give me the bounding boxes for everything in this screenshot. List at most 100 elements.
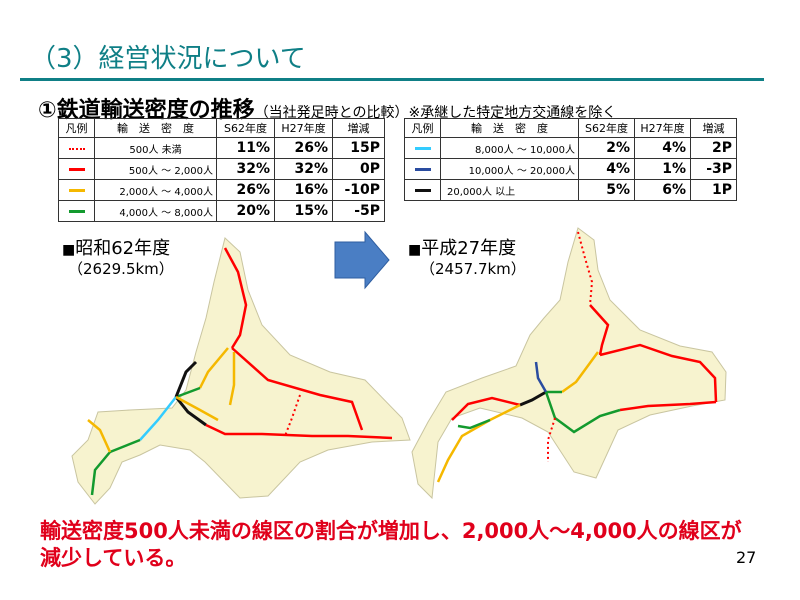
- rail-line-red: [231, 347, 364, 431]
- density-range: 10,000人 ～ 20,000人: [440, 158, 579, 180]
- legend-swatch-cell: [58, 179, 95, 201]
- table-row: 500人 ～ 2,000人 32% 32% 0P: [58, 158, 385, 180]
- change-value: 2P: [690, 137, 737, 159]
- change-value: 15P: [332, 137, 385, 159]
- col-change: 増減: [332, 118, 385, 138]
- map-label-s62: ■昭和62年度: [62, 234, 170, 260]
- land-shape: [411, 227, 727, 500]
- density-table-left: 凡例 輸 送 密 度 S62年度 H27年度 増減 500人 未満 11% 26…: [58, 118, 385, 222]
- change-value: -3P: [690, 158, 737, 180]
- h27-value: 16%: [274, 179, 333, 201]
- legend-line-black: [414, 189, 431, 192]
- legend-line-red: [68, 168, 85, 171]
- rail-line-red: [599, 343, 718, 403]
- page-title: （3）経営状況について: [30, 44, 306, 74]
- map-label-h27: ■平成27年度: [408, 234, 516, 260]
- rail-line-red: [223, 247, 248, 349]
- h27-value: 15%: [274, 200, 333, 222]
- page-number: 27: [736, 548, 757, 567]
- table-header-row: 凡例 輸 送 密 度 S62年度 H27年度 増減: [404, 118, 737, 138]
- legend-line-dotted-red: [68, 147, 85, 150]
- table-row: 10,000人 ～ 20,000人 4% 1% -3P: [404, 158, 737, 180]
- rail-line-green: [457, 418, 491, 430]
- legend-swatch-cell: [404, 137, 441, 159]
- density-range: 20,000人 以上: [440, 179, 579, 201]
- change-value: -5P: [332, 200, 385, 222]
- rail-line-yellow: [87, 419, 112, 453]
- rail-line-black: [174, 396, 207, 427]
- legend-line-yellow: [68, 189, 85, 192]
- rail-line-yellow: [561, 351, 600, 394]
- change-value: 0P: [332, 158, 385, 180]
- density-range: 8,000人 ～ 10,000人: [440, 137, 579, 159]
- legend-swatch-cell: [404, 158, 441, 180]
- map-length-h27: （2457.7km）: [420, 260, 526, 278]
- change-value: 1P: [690, 179, 737, 201]
- s62-value: 4%: [578, 158, 635, 180]
- col-h27: H27年度: [634, 118, 691, 138]
- col-s62: S62年度: [216, 118, 275, 138]
- legend-line-cyan: [414, 147, 431, 150]
- rail-line-yellow: [436, 403, 521, 483]
- col-legend: 凡例: [404, 118, 441, 138]
- s62-value: 32%: [216, 158, 275, 180]
- density-table-right: 凡例 輸 送 密 度 S62年度 H27年度 増減 8,000人 ～ 10,00…: [404, 118, 737, 201]
- s62-value: 26%: [216, 179, 275, 201]
- rail-line-red: [589, 304, 610, 356]
- col-s62: S62年度: [578, 118, 635, 138]
- rail-line-yellow: [175, 395, 219, 422]
- legend-line-green: [68, 210, 85, 213]
- table-header-row: 凡例 輸 送 密 度 S62年度 H27年度 増減: [58, 118, 385, 138]
- s62-value: 5%: [578, 179, 635, 201]
- hokkaido-map-s62: [71, 237, 411, 505]
- density-range: 4,000人 ～ 8,000人: [94, 200, 217, 222]
- rail-line-black: [519, 390, 547, 407]
- rail-line-black: [174, 360, 198, 398]
- legend-swatch-cell: [58, 200, 95, 222]
- table-row: 500人 未満 11% 26% 15P: [58, 137, 385, 159]
- map-label-h27-text: 平成27年度: [421, 238, 517, 259]
- col-density: 輸 送 密 度: [94, 118, 217, 138]
- change-value: -10P: [332, 179, 385, 201]
- h27-value: 1%: [634, 158, 691, 180]
- title-underline: [20, 78, 764, 81]
- col-change: 増減: [690, 118, 737, 138]
- rail-line-green: [175, 386, 201, 399]
- table-row: 4,000人 ～ 8,000人 20% 15% -5P: [58, 200, 385, 222]
- rail-line-cyan: [139, 396, 177, 441]
- s62-value: 2%: [578, 137, 635, 159]
- density-range: 500人 ～ 2,000人: [94, 158, 217, 180]
- s62-value: 20%: [216, 200, 275, 222]
- s62-value: 11%: [216, 137, 275, 159]
- rail-line-yellow: [198, 347, 229, 389]
- land-shape: [71, 237, 411, 505]
- h27-value: 6%: [634, 179, 691, 201]
- legend-swatch-cell: [58, 158, 95, 180]
- rail-line-green: [90, 438, 141, 496]
- col-density: 輸 送 密 度: [440, 118, 579, 138]
- h27-value: 32%: [274, 158, 333, 180]
- density-range: 2,000人 ～ 4,000人: [94, 179, 217, 201]
- density-range: 500人 未満: [94, 137, 217, 159]
- map-length-s62: （2629.5km）: [68, 260, 174, 278]
- table-row: 8,000人 ～ 10,000人 2% 4% 2P: [404, 137, 737, 159]
- legend-swatch-cell: [58, 137, 95, 159]
- table-row: 2,000人 ～ 4,000人 26% 16% -10P: [58, 179, 385, 201]
- legend-line-navy: [414, 168, 431, 171]
- legend-swatch-cell: [404, 179, 441, 201]
- rail-line-red: [205, 423, 393, 440]
- col-h27: H27年度: [274, 118, 333, 138]
- h27-value: 26%: [274, 137, 333, 159]
- subtitle-note: （当社発足時との比較）※承継した特定地方交通線を除く: [254, 105, 617, 121]
- hokkaido-map-h27: [411, 227, 727, 500]
- h27-value: 4%: [634, 137, 691, 159]
- rail-line-red: [451, 396, 521, 421]
- rail-line-red: [619, 400, 717, 412]
- table-row: 20,000人 以上 5% 6% 1P: [404, 179, 737, 201]
- right-arrow-icon: [334, 230, 390, 290]
- rail-line-green: [544, 391, 621, 434]
- rail-line-navy: [534, 361, 548, 393]
- conclusion-text: 輸送密度500人未満の線区の割合が増加し、2,000人～4,000人の線区が減少…: [40, 519, 742, 570]
- map-label-s62-text: 昭和62年度: [75, 238, 171, 259]
- col-legend: 凡例: [58, 118, 95, 138]
